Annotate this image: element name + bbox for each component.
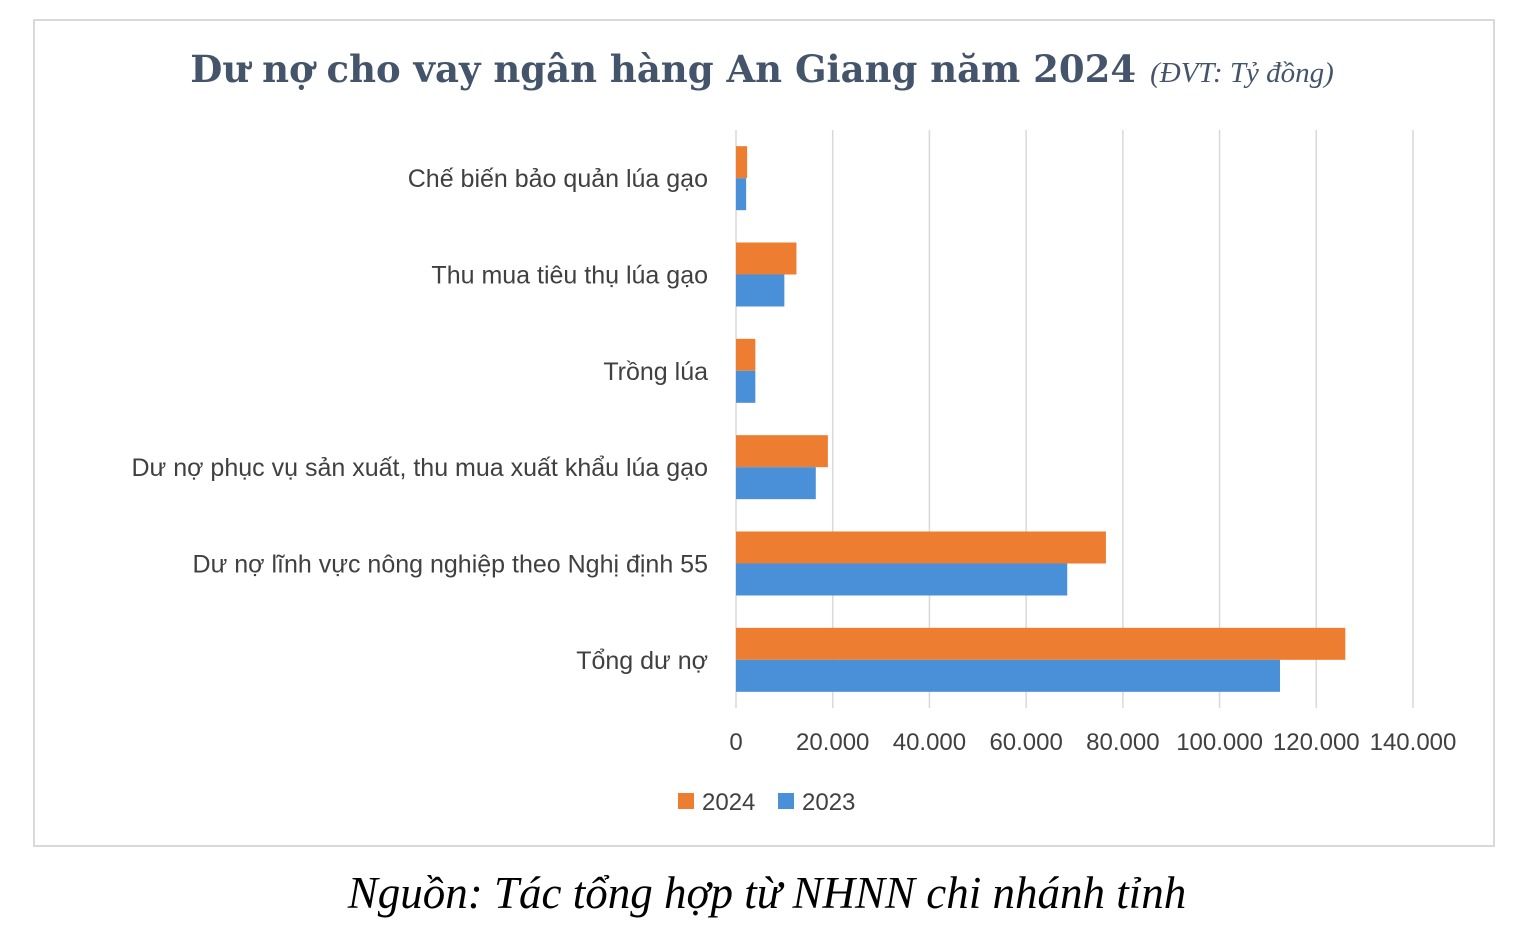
legend: 2024 2023 (678, 789, 855, 816)
legend-swatch-2024 (678, 793, 694, 809)
category-label: Dư nợ phục vụ sản xuất, thu mua xuất khẩ… (131, 454, 708, 482)
category-label: Dư nợ lĩnh vực nông nghiệp theo Nghị địn… (193, 551, 708, 579)
chart-title-unit: (ĐVT: Tỷ đồng) (1150, 57, 1334, 89)
category-label: Thu mua tiêu thụ lúa gạo (431, 262, 708, 290)
x-tick-label: 100.000 (1176, 729, 1263, 756)
bar-2023-4 (736, 563, 1068, 596)
category-label: Chế biến bảo quản lúa gạo (408, 165, 708, 193)
legend-label-2023: 2023 (802, 789, 855, 816)
x-tick-label: 60.000 (989, 729, 1062, 756)
bar-2023-5 (736, 659, 1281, 692)
bar-2024-2 (736, 338, 756, 371)
x-tick-label: 0 (729, 729, 742, 756)
x-axis-ticks: 0 20.000 40.000 60.000 80.000 100.000 120.000 1… (729, 729, 1456, 756)
category-label: Trồng lúa (603, 358, 708, 386)
legend-swatch-2023 (778, 793, 794, 809)
category-label: Tổng dư nợ (576, 647, 708, 675)
legend-label-2024: 2024 (702, 789, 755, 816)
chart-title-main: Dư nợ cho vay ngân hàng An Giang năm 202… (190, 47, 1136, 91)
bar-2023-0 (736, 178, 747, 211)
bar-2024-3 (736, 435, 828, 468)
bar-2023-2 (736, 370, 756, 403)
chart-frame (33, 19, 1495, 847)
x-tick-label: 40.000 (893, 729, 966, 756)
bars (736, 146, 1346, 692)
bar-2023-1 (736, 274, 785, 307)
chart-title: Dư nợ cho vay ngân hàng An Giang năm 202… (190, 47, 1334, 91)
bar-2023-3 (736, 467, 816, 500)
x-tick-label: 80.000 (1086, 729, 1159, 756)
bar-2024-0 (736, 146, 748, 179)
gridlines (735, 130, 1414, 708)
x-tick-label: 120.000 (1273, 729, 1360, 756)
bar-2024-1 (736, 242, 797, 275)
x-tick-label: 20.000 (796, 729, 869, 756)
bar-2024-4 (736, 531, 1106, 564)
category-labels: Chế biến bảo quản lúa gạo Thu mua tiêu th… (131, 165, 708, 675)
source-note: Nguồn: Tác tổng hợp từ NHNN chi nhánh tỉ… (347, 868, 1187, 918)
bar-2024-5 (736, 627, 1346, 660)
x-tick-label: 140.000 (1370, 729, 1457, 756)
